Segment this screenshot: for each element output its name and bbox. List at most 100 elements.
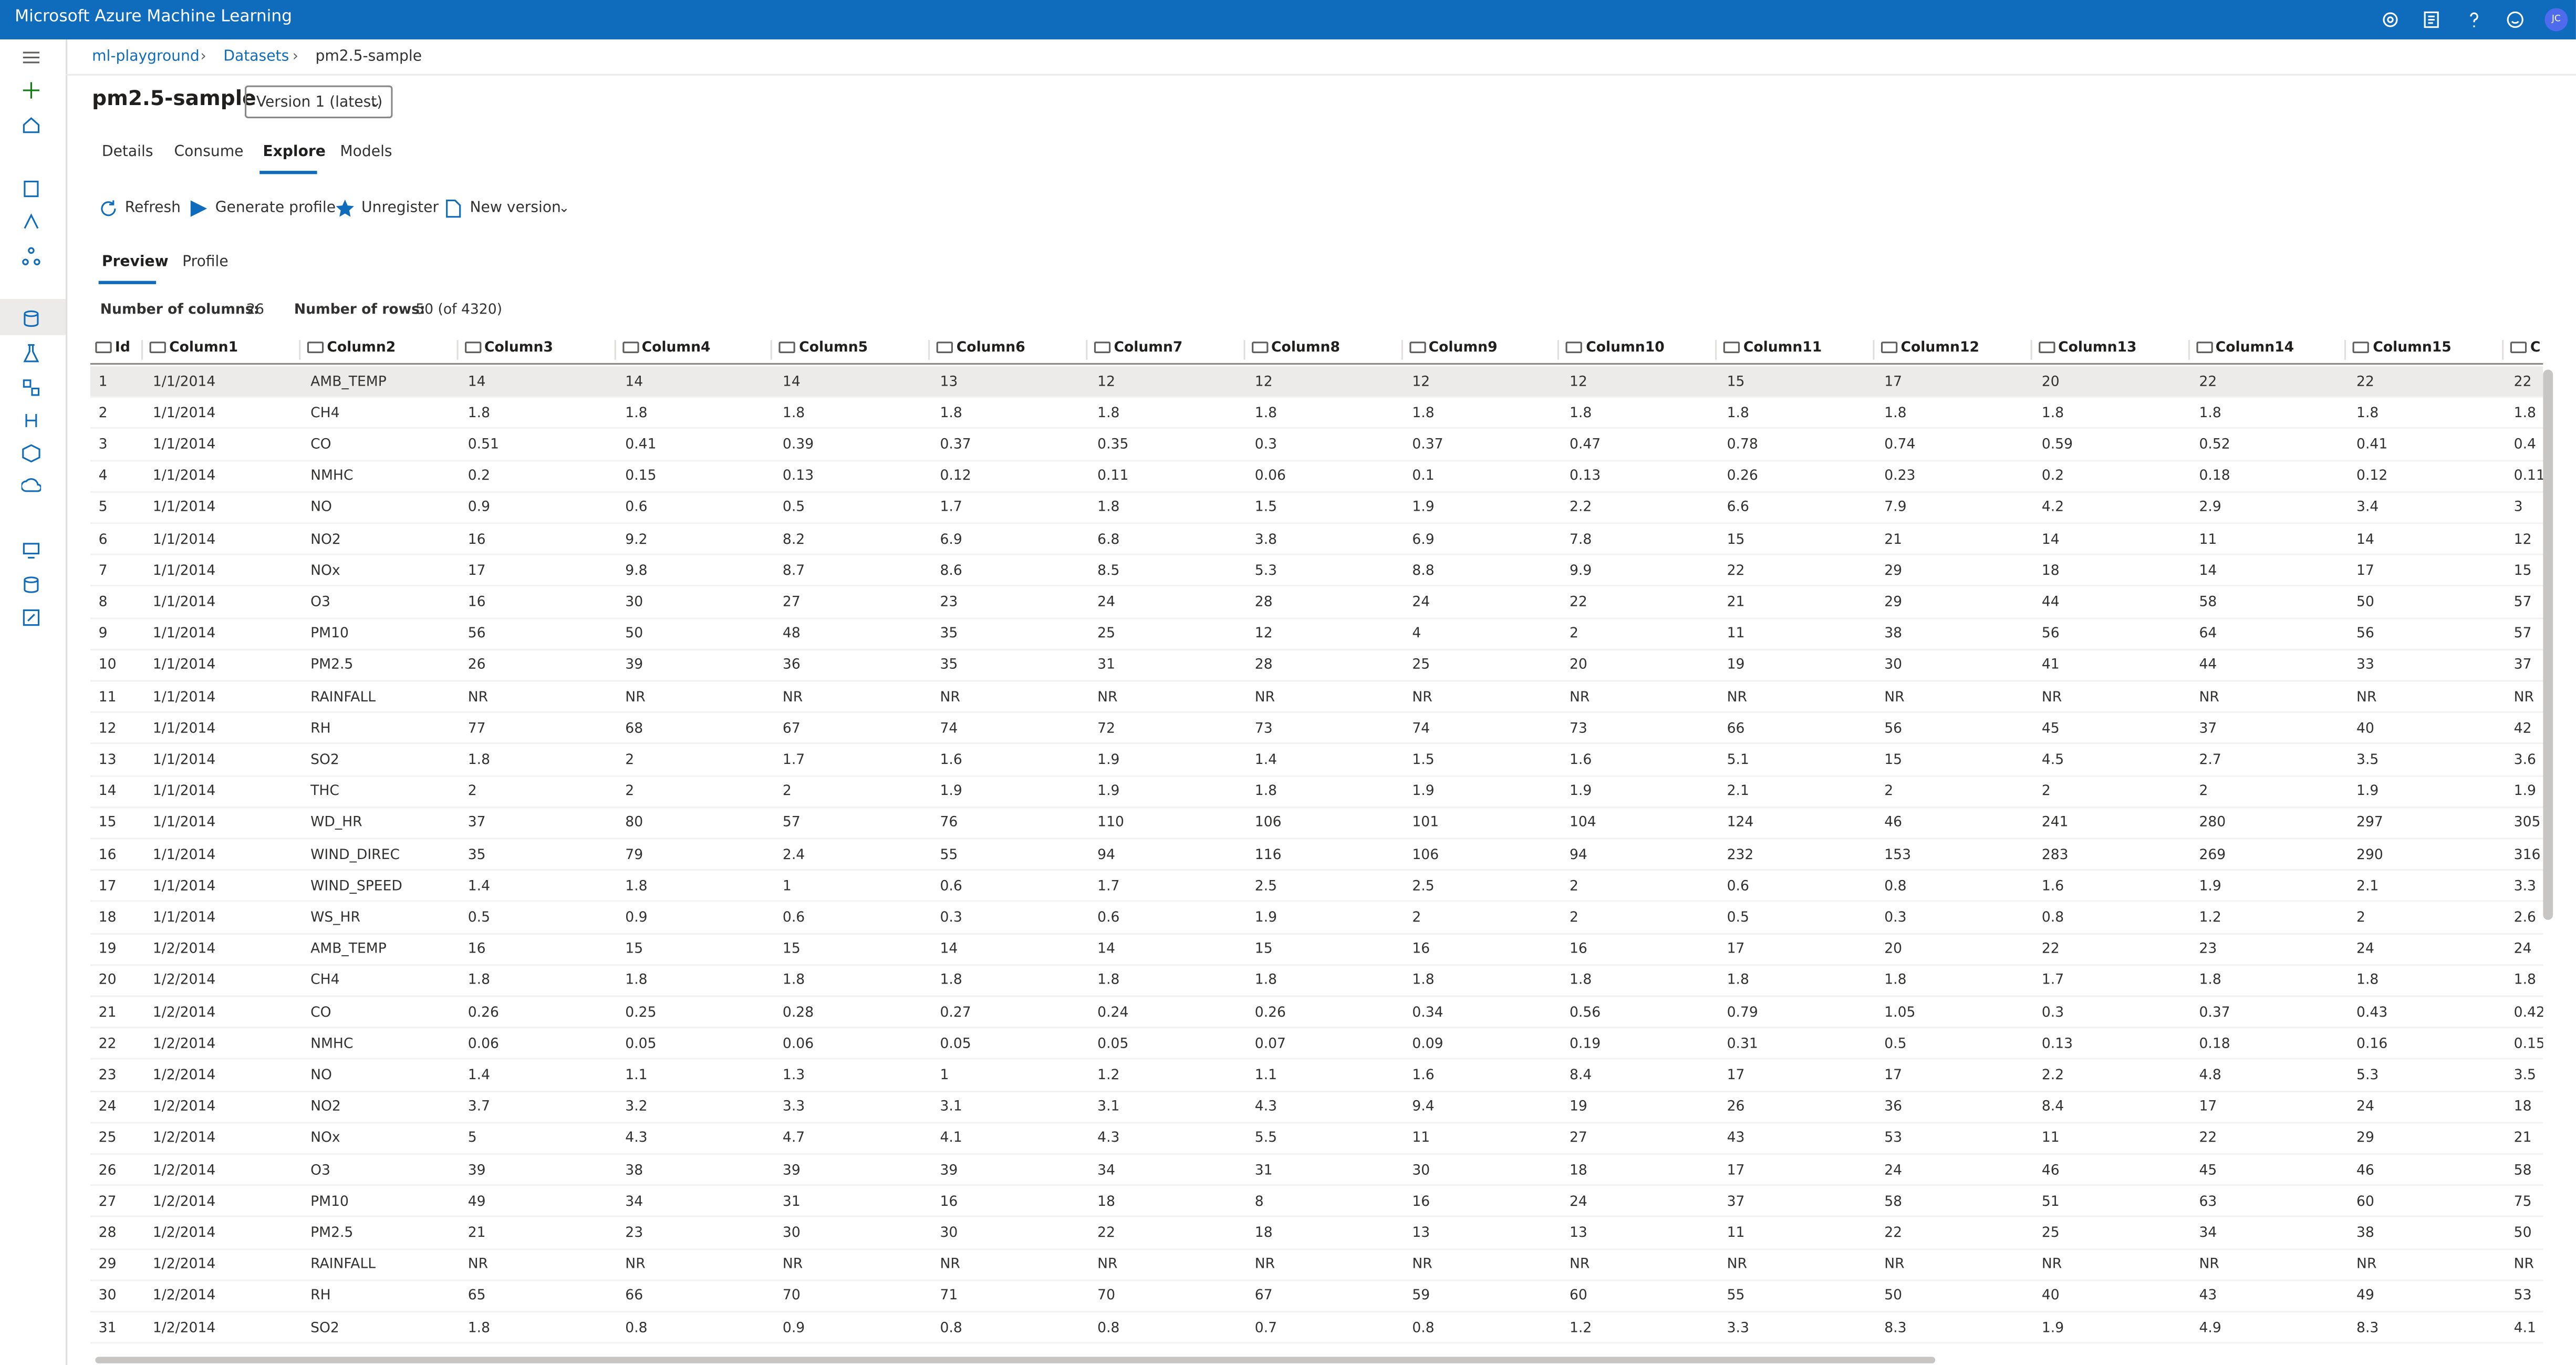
column-header[interactable]: Column8 xyxy=(1271,340,1341,357)
datasets-icon[interactable] xyxy=(22,309,41,329)
nav-icon[interactable] xyxy=(22,608,41,628)
table-row[interactable] xyxy=(90,1029,2543,1060)
table-row[interactable] xyxy=(90,650,2543,682)
column-header[interactable]: Column12 xyxy=(1900,340,1979,357)
table-row[interactable] xyxy=(90,713,2543,745)
table-row[interactable] xyxy=(90,461,2543,493)
column-separator xyxy=(1243,340,1245,360)
column-header[interactable]: Column13 xyxy=(2058,340,2137,357)
breadcrumb-link[interactable]: Datasets xyxy=(223,49,289,66)
column-header[interactable]: Column15 xyxy=(2373,340,2452,357)
table-cell: 74 xyxy=(1412,720,1430,737)
nav-icon[interactable] xyxy=(22,378,41,398)
table-row[interactable] xyxy=(90,934,2543,966)
table-row[interactable] xyxy=(90,1060,2543,1092)
subtab-active[interactable]: Preview xyxy=(101,254,169,271)
table-cell: 30 xyxy=(1412,1162,1430,1179)
table-row[interactable] xyxy=(90,429,2543,461)
nav-icon[interactable] xyxy=(21,477,41,497)
table-row[interactable] xyxy=(90,777,2543,808)
toolbar-button[interactable]: Refresh xyxy=(124,200,181,217)
tab[interactable]: Consume xyxy=(174,144,244,161)
nav-icon[interactable] xyxy=(22,541,41,561)
nav-icon[interactable] xyxy=(22,411,41,431)
table-cell: 3.5 xyxy=(2356,752,2379,769)
table-row[interactable] xyxy=(90,871,2543,903)
column-header[interactable]: Column10 xyxy=(1586,340,1665,357)
table-cell: 0.37 xyxy=(2199,1004,2230,1021)
avatar[interactable]: JC xyxy=(2544,8,2568,32)
table-row[interactable] xyxy=(90,681,2543,713)
table-row[interactable] xyxy=(90,618,2543,650)
table-cell: 39 xyxy=(468,1162,486,1179)
table-cell: 1.8 xyxy=(625,405,648,422)
h-scrollbar[interactable] xyxy=(95,1357,1936,1363)
table-cell: 13 xyxy=(98,752,117,769)
table-cell: 60 xyxy=(2356,1193,2374,1211)
table-row[interactable] xyxy=(90,1218,2543,1249)
home-icon[interactable] xyxy=(22,115,41,135)
tab-active[interactable]: Explore xyxy=(263,144,326,161)
column-header[interactable]: Column3 xyxy=(484,340,553,357)
nav-icon[interactable] xyxy=(22,343,41,363)
tab[interactable]: Models xyxy=(340,144,392,161)
table-row[interactable] xyxy=(90,366,2543,398)
column-header[interactable]: Column4 xyxy=(641,340,711,357)
table-row[interactable] xyxy=(90,903,2543,934)
column-header[interactable]: C xyxy=(2530,340,2541,357)
column-header[interactable]: Column7 xyxy=(1114,340,1183,357)
app-title[interactable]: Microsoft Azure Machine Learning xyxy=(15,8,293,27)
column-header[interactable]: Column5 xyxy=(799,340,868,357)
feedback-icon[interactable] xyxy=(2505,10,2525,30)
table-cell: 0.7 xyxy=(1254,1320,1277,1337)
table-row[interactable] xyxy=(90,840,2543,871)
table-row[interactable] xyxy=(90,1123,2543,1155)
table-row[interactable] xyxy=(90,1155,2543,1186)
new-icon[interactable] xyxy=(22,80,41,100)
table-cell: 28 xyxy=(1254,657,1273,674)
subtab[interactable]: Profile xyxy=(182,254,228,271)
table-row[interactable] xyxy=(90,587,2543,619)
table-row[interactable] xyxy=(90,524,2543,556)
column-header[interactable]: Column9 xyxy=(1428,340,1498,357)
table-cell: 15 xyxy=(782,941,801,958)
tab[interactable]: Details xyxy=(101,144,153,161)
table-row[interactable] xyxy=(90,1186,2543,1218)
version-dropdown[interactable]: Version 1 (latest) ⌄ xyxy=(244,85,393,119)
toolbar-button[interactable]: New version xyxy=(470,200,561,217)
table-row[interactable] xyxy=(90,492,2543,524)
column-header[interactable]: Column14 xyxy=(2215,340,2294,357)
table-row[interactable] xyxy=(90,555,2543,587)
column-header[interactable]: Column6 xyxy=(956,340,1025,357)
table-row[interactable] xyxy=(90,744,2543,777)
table-cell: SO2 xyxy=(310,1320,339,1337)
column-header[interactable]: Column2 xyxy=(327,340,396,357)
table-row[interactable] xyxy=(90,1312,2543,1344)
table-row[interactable] xyxy=(90,398,2543,430)
v-scrollbar[interactable] xyxy=(2543,369,2553,920)
settings-icon[interactable] xyxy=(2381,10,2401,30)
column-header[interactable]: Column11 xyxy=(1743,340,1822,357)
nav-icon[interactable] xyxy=(22,179,41,199)
table-cell: 38 xyxy=(1884,626,1903,643)
table-row[interactable] xyxy=(90,966,2543,997)
feed-icon[interactable] xyxy=(2422,10,2442,30)
table-row[interactable] xyxy=(90,1092,2543,1123)
chevron[interactable]: ⌄ xyxy=(558,200,570,215)
nav-icon[interactable] xyxy=(22,246,41,266)
menu-icon[interactable] xyxy=(22,48,41,68)
nav-icon[interactable] xyxy=(22,575,41,595)
nav-icon[interactable] xyxy=(22,212,41,232)
column-header[interactable]: Id xyxy=(115,340,130,357)
table-row[interactable] xyxy=(90,1281,2543,1312)
table-row[interactable] xyxy=(90,997,2543,1029)
table-cell: 22 xyxy=(1884,1225,1903,1242)
table-row[interactable] xyxy=(90,1249,2543,1281)
nav-icon[interactable] xyxy=(22,443,41,463)
breadcrumb-link[interactable]: ml-playground xyxy=(92,49,200,66)
help-icon[interactable] xyxy=(2464,10,2484,30)
column-header[interactable]: Column1 xyxy=(169,340,238,357)
table-row[interactable] xyxy=(90,808,2543,840)
toolbar-button[interactable]: Generate profile xyxy=(215,200,336,217)
toolbar-button[interactable]: Unregister xyxy=(361,200,439,217)
